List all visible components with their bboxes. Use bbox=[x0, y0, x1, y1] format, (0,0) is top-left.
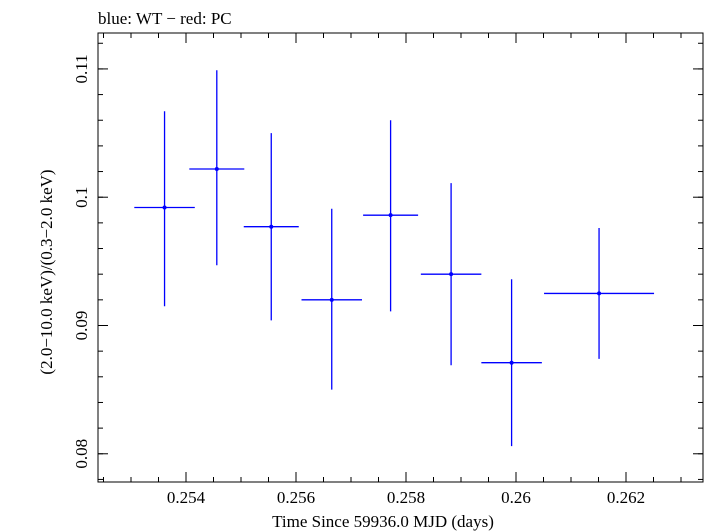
point-marker bbox=[269, 224, 274, 229]
x-tick-label: 0.26 bbox=[501, 488, 531, 507]
x-tick-label: 0.256 bbox=[277, 488, 315, 507]
data-series bbox=[134, 70, 655, 447]
x-tick-label: 0.258 bbox=[387, 488, 425, 507]
plot-frame bbox=[97, 32, 704, 483]
data-point bbox=[363, 120, 419, 312]
point-marker bbox=[509, 360, 514, 365]
x-axis-ticks: 0.254 0.256 0.258 0.26 0.262 bbox=[103, 33, 682, 507]
data-point bbox=[134, 111, 195, 307]
x-axis-label: Time Since 59936.0 MJD (days) bbox=[272, 512, 494, 531]
y-tick-label: 0.09 bbox=[72, 311, 91, 341]
data-point bbox=[544, 227, 655, 359]
point-marker bbox=[214, 166, 219, 171]
y-tick-label: 0.11 bbox=[72, 54, 91, 83]
point-marker bbox=[388, 213, 393, 218]
y-axis-ticks: 0.08 0.09 0.1 0.11 bbox=[72, 42, 703, 480]
data-point bbox=[189, 70, 245, 266]
y-tick-label: 0.08 bbox=[72, 439, 91, 469]
data-point bbox=[481, 279, 542, 447]
point-marker bbox=[329, 297, 334, 302]
x-tick-label: 0.262 bbox=[607, 488, 645, 507]
point-marker bbox=[162, 205, 167, 210]
data-point bbox=[243, 133, 299, 321]
y-axis-label: (2.0−10.0 keV)/(0.3−2.0 keV) bbox=[37, 169, 56, 374]
point-marker bbox=[449, 272, 454, 277]
x-tick-label: 0.254 bbox=[167, 488, 206, 507]
y-tick-label: 0.1 bbox=[72, 187, 91, 208]
chart-title: blue: WT − red: PC bbox=[98, 9, 232, 28]
data-point bbox=[420, 183, 482, 366]
point-marker bbox=[597, 291, 602, 296]
data-point bbox=[301, 208, 362, 390]
